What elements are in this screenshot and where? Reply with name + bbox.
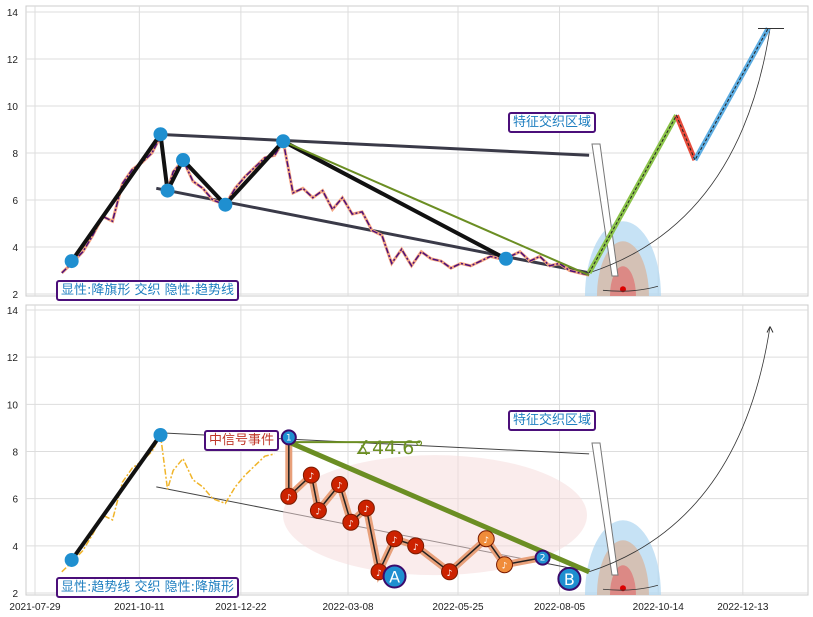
green-line — [287, 439, 591, 575]
note-icon: ♪ — [483, 536, 489, 546]
x-tick-label: 2021-10-11 — [114, 602, 165, 613]
y-tick-label: 10 — [7, 102, 19, 113]
note-icon: ♪ — [376, 569, 382, 579]
bottom-pattern-label: 显性:趋势线 交织 隐性:降旗形 — [56, 577, 240, 598]
marker-label: B — [564, 570, 575, 589]
signal-region — [283, 455, 587, 576]
x-tick-label: 2022-05-25 — [432, 602, 484, 613]
event-label: 中信号事件 — [204, 430, 280, 451]
note-marker — [309, 501, 327, 519]
note-marker — [357, 499, 375, 517]
upper-trendline — [156, 132, 590, 157]
marker-label: A — [389, 567, 400, 586]
note-marker — [496, 556, 514, 574]
y-tick-label: 12 — [7, 55, 19, 66]
marker-A — [382, 564, 407, 589]
projection-arc — [589, 326, 771, 573]
y-tick-label: 14 — [7, 306, 19, 317]
y-tick-label: 12 — [7, 353, 19, 364]
note-icon: ♪ — [286, 493, 292, 503]
note-marker — [477, 530, 495, 548]
pivot-dot — [153, 127, 168, 142]
note-icon: ♪ — [447, 569, 453, 579]
pivot-dot — [64, 254, 79, 269]
marker-2 — [534, 549, 551, 566]
top-zone-label: 特征交织区域 — [508, 112, 597, 133]
projection-arc — [589, 28, 771, 274]
y-tick-label: 6 — [12, 196, 18, 207]
y-tick-label: 14 — [7, 8, 19, 19]
note-marker — [441, 563, 459, 581]
zone-arc — [602, 285, 659, 292]
zone-arc — [602, 584, 659, 591]
note-icon: ♪ — [348, 519, 354, 529]
marker-B — [557, 566, 582, 591]
y-tick-label: 2 — [12, 589, 18, 600]
arc-arrowhead — [766, 326, 774, 333]
angle-label: ∡44.6° — [355, 437, 424, 459]
projection-up-2 — [692, 27, 771, 162]
pivot-dot — [498, 251, 513, 266]
bottom-zone-label: 特征交织区域 — [508, 410, 597, 431]
note-icon: ♪ — [502, 562, 508, 572]
y-tick-label: 2 — [12, 290, 18, 301]
note-marker — [331, 476, 349, 494]
y-tick-label: 4 — [12, 542, 18, 553]
plot-area — [25, 5, 809, 297]
marker-label: 2 — [540, 554, 546, 564]
x-tick-label: 2022-03-08 — [322, 602, 374, 613]
y-tick-label: 8 — [12, 448, 18, 459]
trend-line — [70, 433, 163, 562]
zone-pointer-arrow — [591, 442, 619, 576]
note-marker — [302, 466, 320, 484]
marker-label: 1 — [286, 433, 292, 443]
x-tick-label: 2022-10-14 — [633, 602, 685, 613]
zone-pointer-arrow — [591, 143, 619, 277]
green-line — [282, 140, 590, 277]
note-icon: ♪ — [363, 505, 369, 515]
projection-line — [588, 28, 769, 274]
y-tick-label: 4 — [12, 243, 18, 254]
x-tick-label: 2021-07-29 — [9, 602, 61, 613]
pivot-dot — [218, 197, 233, 212]
pivot-dot — [176, 153, 191, 168]
y-tick-label: 8 — [12, 149, 18, 160]
note-marker — [407, 537, 425, 555]
x-tick-label: 2021-12-22 — [215, 602, 267, 613]
note-icon: ♪ — [413, 543, 419, 553]
note-marker — [386, 530, 404, 548]
x-tick-label: 2022-08-05 — [534, 602, 586, 613]
pivot-dot — [276, 134, 291, 149]
pivot-dot — [153, 427, 168, 442]
pivot-dot — [160, 183, 175, 198]
note-icon: ♪ — [316, 507, 322, 517]
top-pattern-label: 显性:降旗形 交织 隐性:趋势线 — [56, 280, 240, 301]
y-tick-label: 10 — [7, 400, 19, 411]
note-icon: ♪ — [308, 472, 314, 482]
note-marker — [342, 513, 360, 531]
note-marker — [280, 487, 298, 505]
note-icon: ♪ — [337, 482, 343, 492]
y-tick-label: 6 — [12, 495, 18, 506]
marker-1 — [280, 429, 297, 446]
note-icon: ♪ — [392, 536, 398, 546]
pivot-dot — [64, 552, 79, 567]
x-tick-label: 2022-12-13 — [717, 602, 769, 613]
